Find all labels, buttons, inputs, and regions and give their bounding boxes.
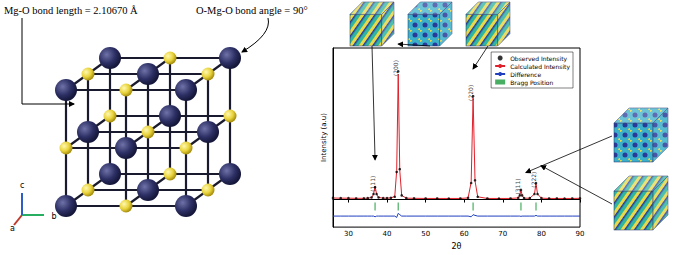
- svg-text:(111): (111): [369, 176, 376, 192]
- svg-text:Observed Intensity: Observed Intensity: [510, 55, 567, 63]
- svg-text:c: c: [20, 181, 24, 190]
- svg-text:O-Mg-O bond angle = 90°: O-Mg-O bond angle = 90°: [196, 5, 308, 16]
- svg-text:b: b: [52, 212, 57, 221]
- svg-text:Mg-O bond length = 2.10670 Å: Mg-O bond length = 2.10670 Å: [4, 5, 138, 16]
- svg-text:(220): (220): [467, 85, 474, 101]
- svg-text:(200): (200): [392, 60, 399, 76]
- svg-text:Difference: Difference: [510, 71, 541, 78]
- svg-text:Calculated Intensity: Calculated Intensity: [510, 63, 570, 71]
- svg-text:60: 60: [460, 230, 469, 238]
- svg-text:30: 30: [344, 230, 353, 238]
- svg-text:(311): (311): [514, 178, 521, 194]
- svg-text:(222): (222): [530, 172, 537, 188]
- svg-text:50: 50: [421, 230, 430, 238]
- svg-text:40: 40: [383, 230, 392, 238]
- svg-text:Intensity (a.u): Intensity (a.u): [320, 113, 328, 162]
- svg-text:80: 80: [537, 230, 546, 238]
- svg-text:a: a: [10, 224, 15, 233]
- svg-text:2θ: 2θ: [452, 242, 462, 251]
- svg-text:70: 70: [498, 230, 507, 238]
- svg-text:Bragg Position: Bragg Position: [510, 79, 553, 87]
- svg-text:90: 90: [576, 230, 585, 238]
